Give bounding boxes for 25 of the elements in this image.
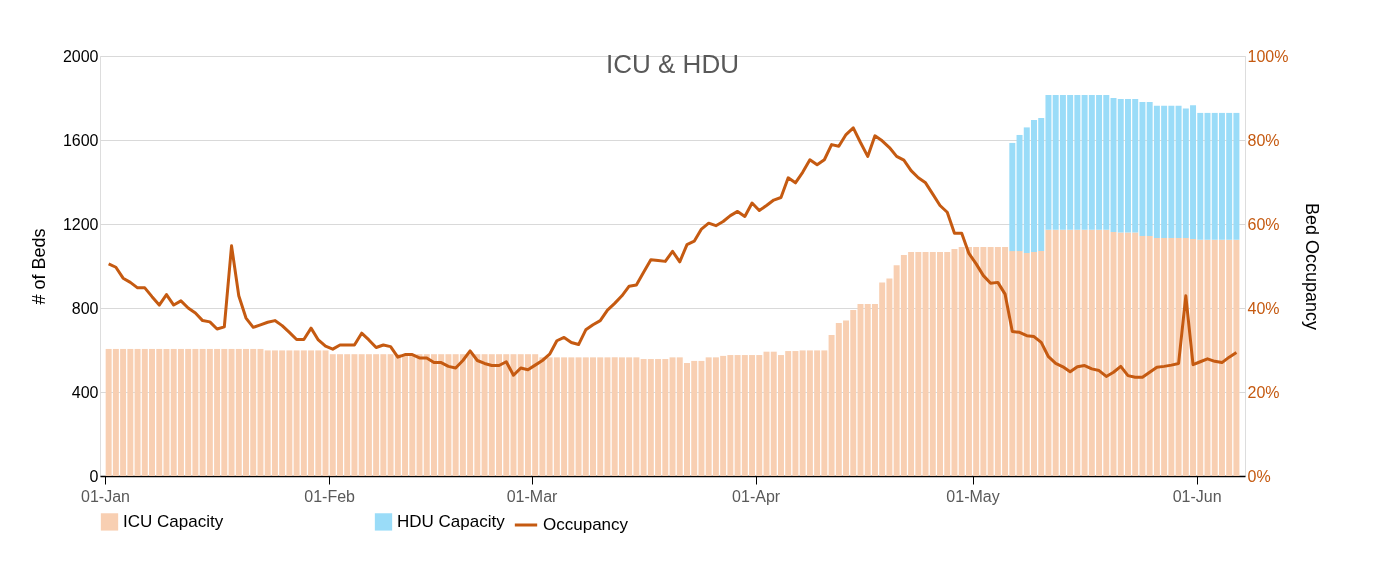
legend-label: Occupancy <box>543 515 629 534</box>
x-tick-label: 01-Jun <box>1172 487 1222 505</box>
y2-tick-label: 20% <box>1247 383 1280 401</box>
y2-tick-label: 100% <box>1247 47 1289 65</box>
x-tick-label: 01-Feb <box>304 487 356 505</box>
y2-tick-label: 60% <box>1247 215 1280 233</box>
y-axis-title: # of Beds <box>28 228 49 305</box>
x-tick-label: 01-Jan <box>81 487 130 505</box>
y-tick-label: 400 <box>71 383 99 401</box>
x-tick-label: 01-Mar <box>506 487 559 505</box>
y-tick-label: 800 <box>71 299 99 317</box>
y2-tick-label: 80% <box>1247 131 1280 149</box>
y-tick-label: 0 <box>89 467 99 485</box>
bar <box>1009 142 1016 252</box>
legend-label: ICU Capacity <box>123 511 224 531</box>
x-tick-label: 01-Apr <box>732 487 781 505</box>
x-tick-label: 01-May <box>946 487 1000 505</box>
y2-tick-label: 0% <box>1247 467 1271 485</box>
y-tick-label: 1600 <box>62 131 99 149</box>
legend-label: HDU Capacity <box>397 511 506 531</box>
y-tick-label: 1200 <box>62 215 99 233</box>
y2-axis-title: Bed Occupancy <box>1302 202 1323 331</box>
y-tick-label: 2000 <box>62 47 99 65</box>
chart-title: ICU & HDU <box>606 49 739 79</box>
y2-tick-label: 40% <box>1247 299 1280 317</box>
